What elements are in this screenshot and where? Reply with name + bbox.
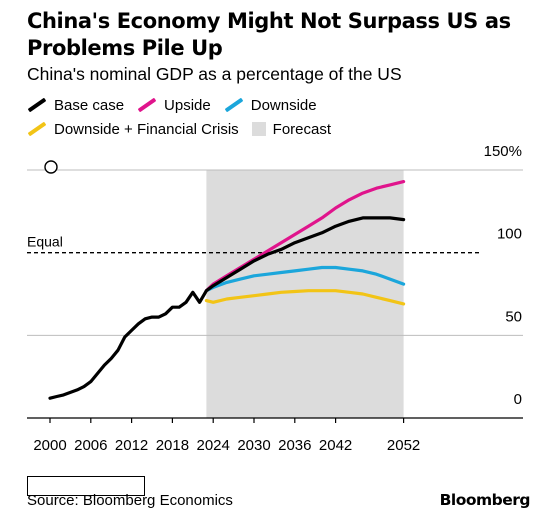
blank-box [27, 476, 145, 496]
x-tick-label-2052: 2052 [387, 437, 420, 454]
legend-label-forecast: Forecast [272, 120, 332, 138]
x-tick-label-2006: 2006 [74, 437, 107, 454]
x-tick-label-2000: 2000 [33, 437, 66, 454]
chart-marker-circle-icon [44, 160, 58, 174]
y-tick-label-0: 150% [484, 143, 522, 160]
forecast-region [206, 170, 404, 418]
forecast-region-group [206, 170, 404, 418]
x-tick-label-2012: 2012 [115, 437, 148, 454]
chart-legend: Base case Upside Downside Downside + Fin… [27, 93, 547, 141]
legend-item-upside: Upside [137, 97, 211, 114]
y-tick-label-3: 0 [514, 391, 522, 408]
y-tick-label-2: 50 [505, 308, 522, 325]
series-line-downside [204, 265, 406, 293]
legend-row-2: Downside + Financial Crisis Forecast [27, 117, 547, 141]
x-tick-label-2030: 2030 [237, 437, 270, 454]
legend-label-base-case: Base case [54, 96, 125, 114]
x-tick-label-2042: 2042 [319, 437, 352, 454]
chart-subtitle: China's nominal GDP as a percentage of t… [27, 64, 402, 84]
legend-label-downside: Downside [250, 96, 317, 114]
legend-label-downside-financial-crisis: Downside + Financial Crisis [54, 120, 239, 138]
legend-swatch-forecast [251, 122, 266, 136]
legend-item-downside-financial-crisis: Downside + Financial Crisis [27, 121, 239, 138]
x-tick-label-2018: 2018 [156, 437, 189, 454]
axes-group: 150% 100 50 0 2000 2006 2012 2018 2024 2030 2036 20… [33, 143, 522, 454]
reference-line-group: Equal [27, 234, 480, 254]
y-tick-label-1: 100 [497, 226, 522, 243]
series-line-downside-financial-crisis [204, 289, 406, 306]
chart-title: China's Economy Might Not Surpass US as … [27, 9, 511, 60]
legend-item-forecast: Forecast [251, 120, 332, 138]
bloomberg-logo: Bloomberg [439, 491, 531, 509]
legend-row-1: Base case Upside Downside [27, 93, 547, 117]
legend-item-downside: Downside [224, 97, 317, 114]
x-tick-label-2024: 2024 [197, 437, 230, 454]
gridlines-group [27, 169, 523, 419]
reference-line-label: Equal [27, 234, 63, 250]
legend-item-base-case: Base case [27, 97, 124, 114]
series-line-base-case [48, 216, 406, 400]
x-tick-label-2036: 2036 [278, 437, 311, 454]
series-group [48, 180, 406, 400]
legend-label-upside: Upside [164, 96, 211, 114]
source-note: Source: Bloomberg Economics [27, 492, 233, 509]
